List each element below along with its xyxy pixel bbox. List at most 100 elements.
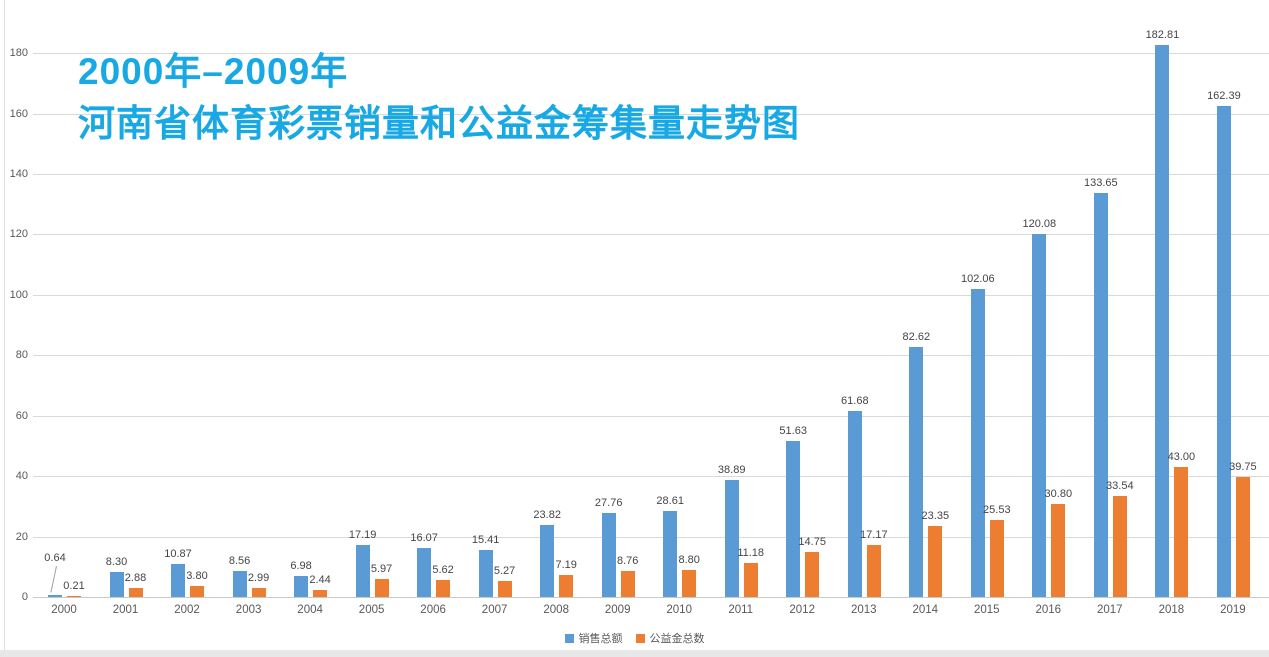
gridline-100: [33, 294, 1269, 296]
y-tick-label-80: 80: [15, 349, 28, 362]
x-tick-label-2016: 2016: [1035, 604, 1062, 616]
legend: 销售总额 公益金总数: [0, 630, 1269, 646]
bar-fund-2018: [1174, 467, 1189, 597]
value-label-fund-2016: 30.80: [1044, 487, 1073, 500]
bar-sales-2000: [48, 595, 62, 597]
chart-title-line2: 河南省体育彩票销量和公益金筹集量走势图: [78, 103, 800, 144]
gridline-160: [33, 113, 1269, 115]
value-label-fund-2004: 2.44: [309, 573, 331, 586]
y-tick-label-40: 40: [15, 470, 28, 483]
bar-sales-2008: [540, 525, 555, 597]
x-tick-label-2011: 2011: [728, 604, 754, 616]
value-label-fund-2001: 2.88: [124, 572, 147, 585]
y-tick-label-0: 0: [21, 591, 28, 603]
x-tick-label-2013: 2013: [851, 604, 877, 616]
x-tick-label-2017: 2017: [1097, 604, 1123, 616]
chart-left-border: [4, 0, 5, 650]
bar-fund-2016: [1051, 503, 1066, 597]
bar-sales-2017: [1093, 193, 1108, 597]
x-tick-label-2004: 2004: [297, 604, 323, 616]
bar-sales-2002: [171, 564, 185, 597]
gridline-140: [33, 173, 1269, 175]
x-axis-line: [33, 597, 1269, 598]
y-tick-label-180: 180: [9, 47, 28, 59]
value-label-fund-2007: 5.27: [493, 565, 516, 578]
x-tick-label-2005: 2005: [358, 604, 385, 616]
bar-fund-2015: [989, 519, 1004, 597]
bar-fund-2008: [559, 575, 574, 597]
gridline-40: [33, 476, 1269, 478]
bar-sales-2009: [601, 513, 616, 597]
gridline-120: [33, 234, 1269, 236]
value-label-sales-2001: 8.30: [105, 555, 128, 568]
x-tick-label-2009: 2009: [604, 604, 631, 616]
bar-sales-2016: [1032, 234, 1047, 597]
value-label-fund-2009: 8.76: [616, 554, 639, 567]
bar-sales-2011: [724, 479, 739, 597]
value-label-sales-2007: 15.41: [471, 534, 500, 547]
value-label-sales-2010: 28.61: [656, 494, 684, 507]
value-label-sales-2018: 182.81: [1145, 28, 1180, 41]
value-label-sales-2009: 27.76: [594, 497, 623, 510]
bar-sales-2012: [786, 441, 801, 597]
x-tick-label-2002: 2002: [174, 604, 200, 616]
y-tick-label-100: 100: [9, 288, 28, 301]
value-label-sales-2000: 0.64: [44, 552, 66, 565]
bar-fund-2003: [251, 588, 266, 597]
chart-title: 2000年–2009年 河南省体育彩票销量和公益金筹集量走势图: [78, 46, 800, 150]
x-tick-label-2015: 2015: [974, 604, 1000, 616]
value-label-fund-2012: 14.75: [798, 536, 826, 549]
bar-fund-2019: [1235, 476, 1250, 597]
value-label-fund-2011: 11.18: [737, 547, 765, 560]
legend-label-fund: 公益金总数: [649, 633, 705, 645]
value-label-fund-2018: 43.00: [1167, 451, 1196, 464]
bar-sales-2003: [232, 571, 247, 597]
bar-fund-2009: [620, 570, 635, 597]
gridline-20: [33, 536, 1269, 538]
x-tick-label-2008: 2008: [543, 604, 569, 616]
value-label-sales-2011: 38.89: [717, 463, 746, 476]
value-label-sales-2015: 102.06: [960, 272, 995, 285]
value-label-fund-2015: 25.53: [983, 503, 1011, 516]
legend-item-fund: 公益金总数: [635, 630, 705, 646]
x-tick-label-2007: 2007: [481, 604, 508, 616]
y-tick-label-160: 160: [9, 107, 28, 120]
value-label-sales-2013: 61.68: [841, 394, 869, 407]
bar-fund-2007: [497, 581, 512, 597]
value-label-fund-2002: 3.80: [186, 569, 208, 582]
value-label-sales-2014: 82.62: [902, 331, 931, 344]
gridline-180: [33, 53, 1269, 54]
bar-sales-2014: [909, 347, 924, 597]
value-label-fund-2005: 5.97: [370, 563, 393, 575]
value-label-sales-2002: 10.87: [164, 548, 192, 561]
bar-fund-2004: [313, 589, 328, 597]
bar-fund-2001: [128, 588, 143, 597]
value-label-fund-2000: 0.21: [63, 580, 85, 592]
y-tick-label-20: 20: [15, 530, 28, 543]
value-label-sales-2019: 162.39: [1207, 90, 1241, 103]
value-label-fund-2019: 39.75: [1229, 460, 1257, 473]
bar-fund-2002: [190, 585, 204, 597]
bar-sales-2013: [847, 410, 862, 597]
gridline-80: [33, 355, 1269, 357]
bar-sales-2004: [294, 575, 309, 597]
leader-line-2000: [50, 566, 57, 593]
bar-fund-2010: [682, 570, 697, 597]
x-tick-label-2012: 2012: [789, 604, 815, 616]
bar-fund-2012: [805, 552, 820, 597]
x-tick-label-2018: 2018: [1158, 604, 1185, 616]
value-label-sales-2008: 23.82: [533, 509, 561, 521]
bar-fund-2005: [374, 579, 389, 597]
value-label-fund-2014: 23.35: [921, 510, 950, 523]
legend-swatch-sales-icon: [564, 633, 574, 643]
legend-item-sales: 销售总额: [564, 630, 623, 646]
x-tick-label-2006: 2006: [420, 604, 446, 616]
x-tick-label-2001: 2001: [112, 604, 139, 616]
value-label-fund-2010: 8.80: [678, 554, 700, 567]
bar-fund-2011: [743, 563, 758, 597]
value-label-fund-2006: 5.62: [432, 564, 454, 576]
bar-sales-2006: [417, 548, 432, 597]
value-label-sales-2012: 51.63: [779, 425, 807, 437]
bar-sales-2005: [355, 545, 370, 597]
